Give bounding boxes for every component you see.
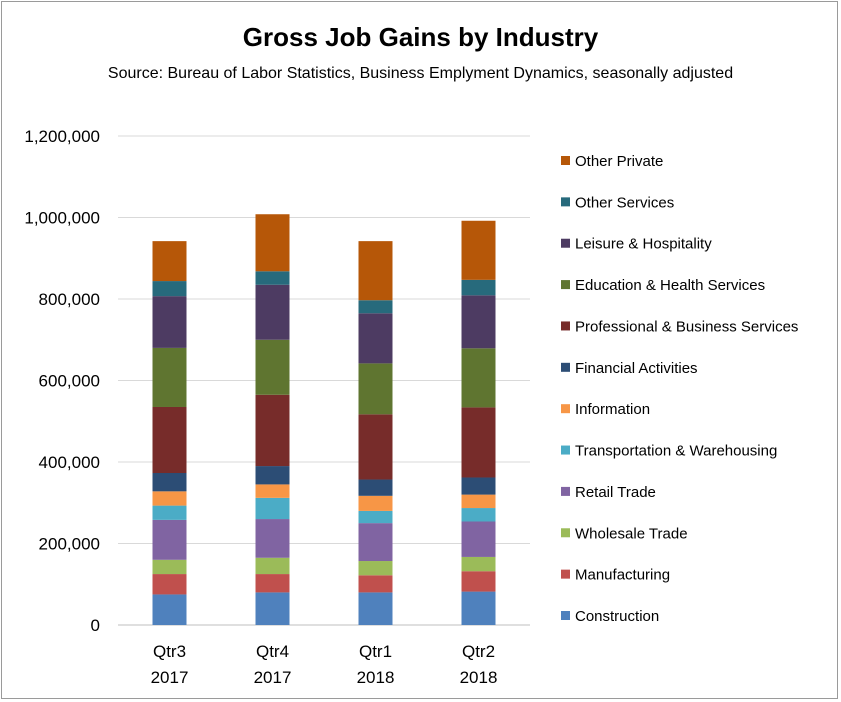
bar-segment (152, 505, 187, 520)
bar-segment (461, 279, 496, 296)
legend-swatch (561, 486, 570, 496)
bar-segment (358, 495, 393, 511)
y-tick-label: 800,000 (39, 290, 100, 309)
bar-segment (255, 394, 290, 467)
bar-segment (255, 271, 290, 285)
legend-swatch (561, 156, 570, 165)
y-tick-label: 1,000,000 (24, 209, 100, 228)
bar-segment (358, 575, 393, 593)
bar-segment (152, 559, 187, 575)
bar-segment (255, 519, 290, 558)
bar-segment (255, 214, 290, 272)
y-tick-label: 400,000 (39, 453, 100, 472)
bar-segment (152, 594, 187, 625)
bar-segment (461, 295, 496, 349)
bar-segment (255, 466, 290, 485)
legend-label: Construction (575, 608, 659, 625)
bar-segment (152, 574, 187, 595)
x-tick-label: 2017 (254, 668, 292, 687)
legend-label: Financial Activities (575, 360, 698, 377)
bar-segment (461, 556, 496, 572)
bar-segment (461, 508, 496, 522)
x-tick-label: Qtr1 (359, 642, 392, 661)
legend: Other Private Other Services Leisure & Hos… (561, 153, 798, 625)
bar-segment (152, 491, 187, 506)
bar-segment (152, 347, 187, 407)
bar-segment (461, 407, 496, 478)
legend-swatch (561, 404, 570, 414)
y-tick-label: 600,000 (39, 372, 100, 391)
bar-segment (358, 300, 393, 314)
chart-title: Gross Job Gains by Industry (242, 22, 599, 52)
legend-label: Other Private (575, 153, 663, 170)
bar-segment (461, 591, 496, 625)
x-axis-tick-labels: Qtr3 2017 Qtr4 2017 Qtr1 2018 Qtr2 2018 (151, 642, 498, 687)
y-tick-label: 1,200,000 (24, 127, 100, 146)
bar-segment (152, 519, 187, 560)
legend-label: Transportation & Warehousing (575, 443, 777, 460)
bar-segment (358, 510, 393, 524)
bar-segment (152, 281, 187, 297)
legend-label: Other Services (575, 194, 674, 211)
legend-swatch (561, 197, 570, 207)
gridlines (118, 135, 530, 626)
legend-swatch (561, 362, 570, 372)
x-tick-label: Qtr3 (153, 642, 186, 661)
legend-swatch (561, 321, 570, 331)
legend-swatch (561, 445, 570, 455)
bar-segment (255, 339, 290, 395)
x-tick-label: 2017 (151, 668, 189, 687)
x-tick-label: 2018 (460, 668, 498, 687)
legend-swatch (561, 528, 570, 538)
bar-segment (358, 523, 393, 562)
bar-segment (255, 592, 290, 625)
bar-segment (358, 363, 393, 415)
bar-segment (358, 592, 393, 625)
legend-swatch (561, 238, 570, 248)
bar-segment (255, 484, 290, 498)
legend-swatch (561, 569, 570, 579)
bar-segment (152, 473, 187, 492)
legend-swatch (561, 280, 570, 290)
bar-segment (461, 494, 496, 509)
bar-segment (358, 241, 393, 301)
x-tick-label: Qtr4 (256, 642, 289, 661)
bar-segment (358, 414, 393, 480)
legend-label: Professional & Business Services (575, 318, 798, 335)
legend-label: Information (575, 401, 650, 418)
bar-segment (461, 571, 496, 592)
bar-segment (152, 296, 187, 348)
bar-segment (461, 521, 496, 557)
legend-label: Leisure & Hospitality (575, 236, 712, 253)
legend-label: Retail Trade (575, 484, 656, 501)
bar-segment (255, 557, 290, 575)
bar-stacks (152, 214, 496, 625)
bar-segment (358, 561, 393, 576)
legend-label: Education & Health Services (575, 277, 765, 294)
bar-segment (461, 220, 496, 280)
bar-segment (461, 477, 496, 495)
bar-segment (461, 348, 496, 408)
y-tick-label: 0 (91, 616, 100, 635)
bar-segment (358, 313, 393, 364)
bar-segment (255, 497, 290, 520)
bar-segment (255, 574, 290, 593)
legend-label: Manufacturing (575, 567, 670, 584)
y-tick-label: 200,000 (39, 535, 100, 554)
legend-label: Wholesale Trade (575, 525, 688, 542)
x-tick-label: Qtr2 (462, 642, 495, 661)
x-tick-label: 2018 (357, 668, 395, 687)
bar-segment (152, 241, 187, 282)
legend-swatch (561, 611, 570, 620)
bar-segment (358, 479, 393, 496)
y-axis-tick-labels: 0 200,000 400,000 600,000 800,000 1,000,000 1,… (24, 127, 100, 635)
bar-segment (255, 284, 290, 340)
bar-segment (152, 406, 187, 474)
chart-subtitle: Source: Bureau of Labor Statistics, Busi… (107, 65, 734, 82)
